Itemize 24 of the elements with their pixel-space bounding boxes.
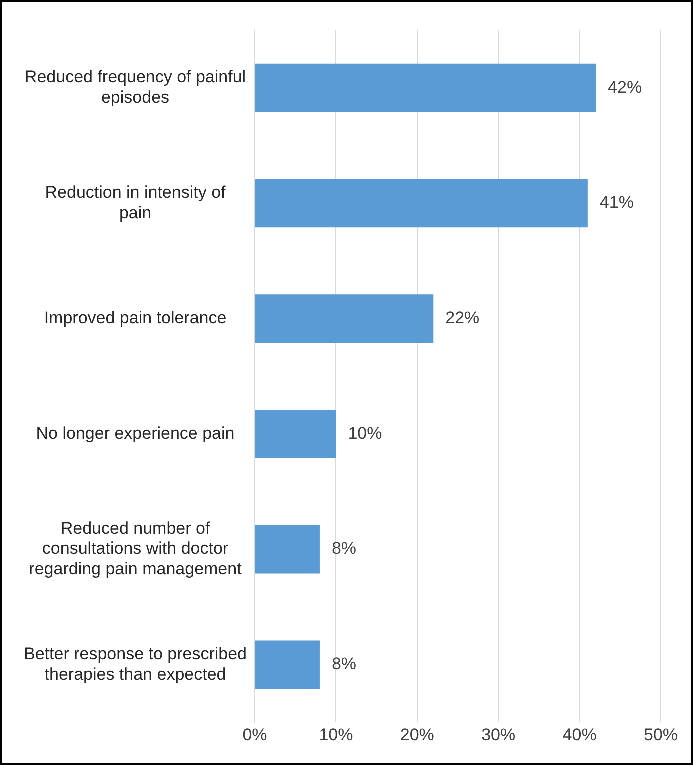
y-tick-label: Better response to prescribed therapies than expected xyxy=(24,644,248,684)
bar xyxy=(256,410,336,458)
y-tick-label: Reduced frequency of painful episodes xyxy=(24,68,246,107)
data-label: 22% xyxy=(446,308,480,328)
data-label: 42% xyxy=(608,78,642,97)
y-tick-label: Improved pain tolerance xyxy=(44,308,227,328)
x-tick-label: 50% xyxy=(644,725,678,744)
bar xyxy=(256,294,434,344)
bar xyxy=(256,64,596,112)
data-label: 8% xyxy=(332,539,357,558)
data-label: 10% xyxy=(348,424,382,443)
x-tick-label: 20% xyxy=(400,725,434,744)
data-label: 8% xyxy=(332,654,357,674)
y-tick-label: No longer experience pain xyxy=(36,424,235,443)
y-tick-label: Reduced number of consultations with doctor regarding pain management xyxy=(29,518,242,579)
x-tick-label: 40% xyxy=(562,725,597,744)
y-tick-label: Reduction in intensity of pain xyxy=(45,182,226,222)
x-tick-label: 10% xyxy=(319,725,354,744)
x-tick-label: 0% xyxy=(242,725,268,744)
bar xyxy=(256,525,320,574)
bar xyxy=(256,179,588,228)
x-tick-label: 30% xyxy=(482,725,516,744)
data-label: 41% xyxy=(600,193,634,212)
bar xyxy=(256,640,320,690)
